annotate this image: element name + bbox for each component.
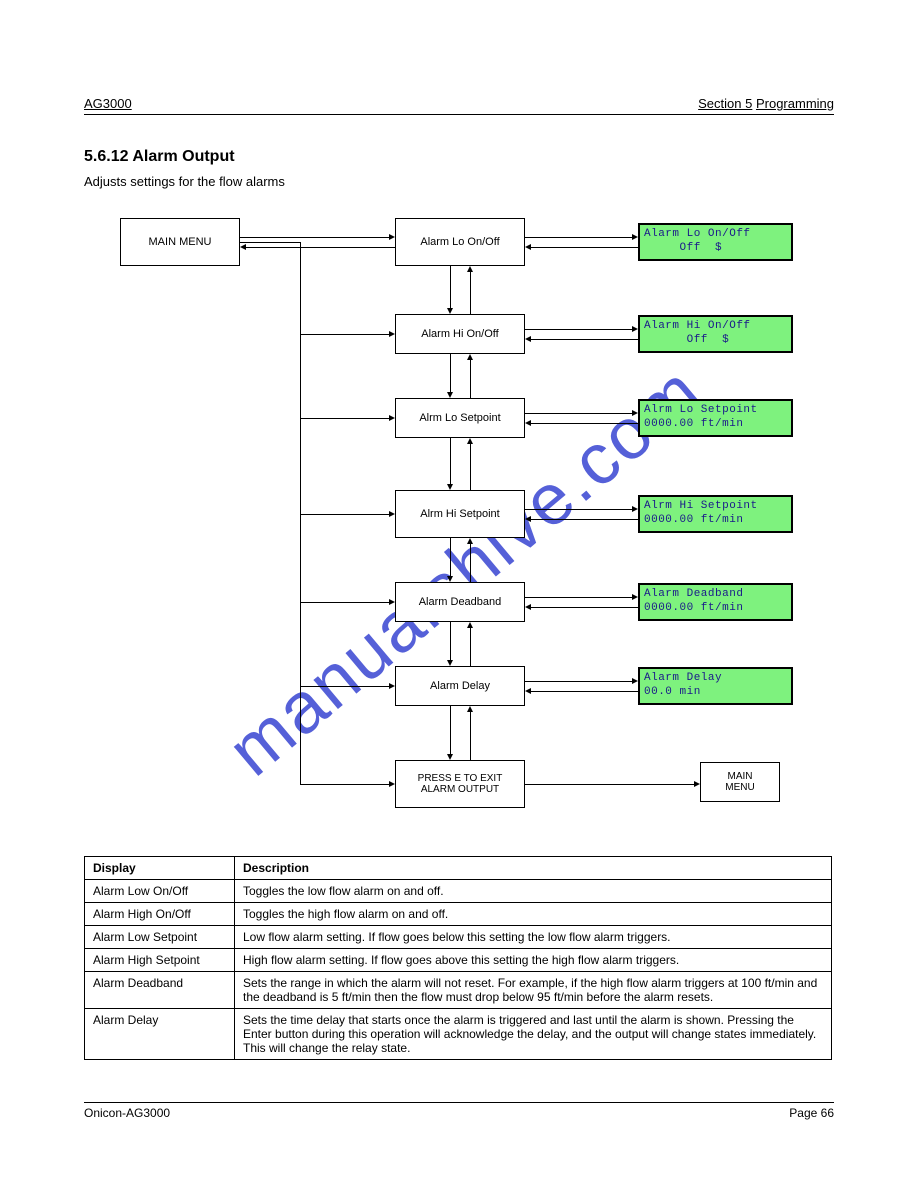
table-row: Alarm DelaySets the time delay that star… xyxy=(85,1009,832,1060)
header-right: Section 5 Programming xyxy=(698,96,834,111)
table-header-right: Description xyxy=(235,857,832,880)
footer-left: Onicon-AG3000 xyxy=(84,1106,170,1120)
lcd-alrm_hi_setpoint: Alrm Hi Setpoint 0000.00 ft/min xyxy=(638,495,793,533)
flow-box-alarm_delay: Alarm Delay xyxy=(395,666,525,706)
section-description: Adjusts settings for the flow alarms xyxy=(84,174,285,189)
table-header-left: Display xyxy=(85,857,235,880)
table-row: Alarm Low On/OffToggles the low flow ala… xyxy=(85,880,832,903)
lcd-alarm_hi_onoff: Alarm Hi On/Off Off $ xyxy=(638,315,793,353)
section-title: 5.6.12 Alarm Output xyxy=(84,148,235,166)
lcd-alarm_lo_onoff: Alarm Lo On/Off Off $ xyxy=(638,223,793,261)
flow-box-alrm_lo_setpoint: Alrm Lo Setpoint xyxy=(395,398,525,438)
flow-box-exit: PRESS E TO EXIT ALARM OUTPUT xyxy=(395,760,525,808)
lcd-alarm_deadband: Alarm Deadband 0000.00 ft/min xyxy=(638,583,793,621)
lcd-alrm_lo_setpoint: Alrm Lo Setpoint 0000.00 ft/min xyxy=(638,399,793,437)
exit-target-box: MAIN MENU xyxy=(700,762,780,802)
table-row: Alarm High On/OffToggles the high flow a… xyxy=(85,903,832,926)
table-row: Alarm DeadbandSets the range in which th… xyxy=(85,972,832,1009)
table-row: Alarm Low SetpointLow flow alarm setting… xyxy=(85,926,832,949)
page-header: AG3000 Section 5 Programming xyxy=(84,96,834,115)
footer-right: Page 66 xyxy=(789,1106,834,1120)
page-footer: Onicon-AG3000 Page 66 xyxy=(84,1102,834,1120)
main-menu-box: MAIN MENU xyxy=(120,218,240,266)
lcd-alarm_delay: Alarm Delay 00.0 min xyxy=(638,667,793,705)
header-left: AG3000 xyxy=(84,96,132,111)
flow-box-alarm_deadband: Alarm Deadband xyxy=(395,582,525,622)
description-table: Display Description Alarm Low On/OffTogg… xyxy=(84,856,832,1060)
flow-box-alarm_hi_onoff: Alarm Hi On/Off xyxy=(395,314,525,354)
table-row: Alarm High SetpointHigh flow alarm setti… xyxy=(85,949,832,972)
flow-box-alarm_lo_onoff: Alarm Lo On/Off xyxy=(395,218,525,266)
flow-box-alrm_hi_setpoint: Alrm Hi Setpoint xyxy=(395,490,525,538)
